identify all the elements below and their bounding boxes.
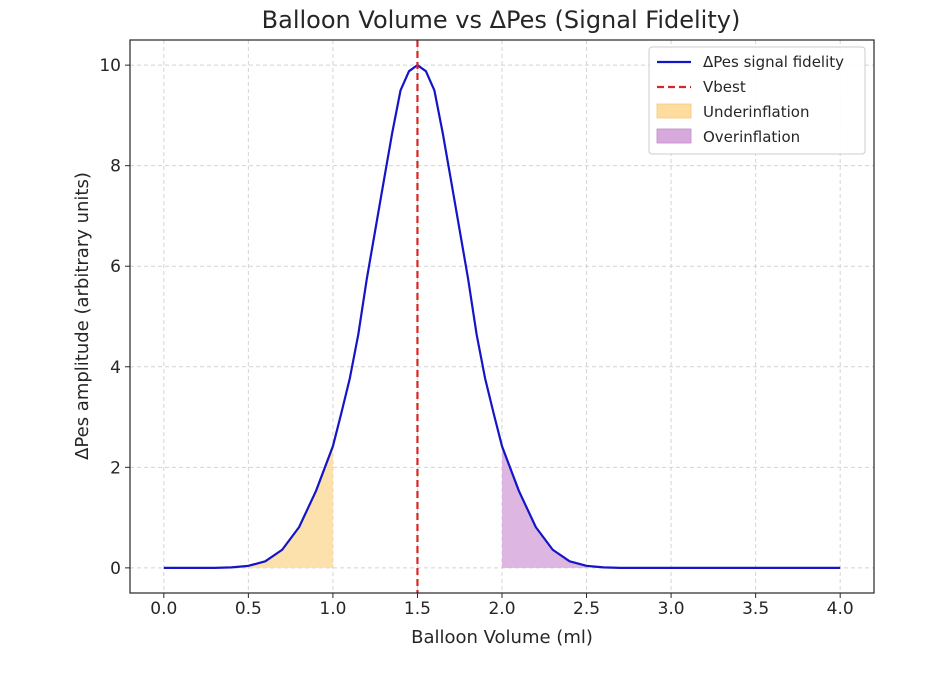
- y-tick-label-2: 4: [110, 358, 121, 378]
- x-tick-label-2: 1.0: [319, 599, 346, 619]
- underinflation-region: [248, 446, 333, 568]
- x-tick-label-8: 4.0: [827, 599, 854, 619]
- shaded-regions: [248, 446, 587, 568]
- x-axis-label: Balloon Volume (ml): [411, 627, 593, 648]
- x-tick-label-7: 3.5: [742, 599, 769, 619]
- x-axis: 0.0 0.5 1.0 1.5 2.0 2.5 3.0 3.5 4.0: [150, 593, 854, 619]
- chart-title: Balloon Volume vs ΔPes (Signal Fidelity): [262, 6, 741, 34]
- y-tick-label-3: 6: [110, 257, 121, 277]
- y-tick-label-0: 0: [110, 559, 121, 579]
- y-axis-label: ΔPes amplitude (arbitrary units): [72, 172, 93, 460]
- legend-label-fidelity: ΔPes signal fidelity: [703, 53, 844, 71]
- legend-label-overinflation: Overinflation: [703, 128, 800, 146]
- y-tick-label-4: 8: [110, 157, 121, 177]
- x-tick-label-4: 2.0: [488, 599, 515, 619]
- y-tick-label-5: 10: [99, 56, 121, 76]
- x-tick-label-1: 0.5: [235, 599, 262, 619]
- x-tick-label-5: 2.5: [573, 599, 600, 619]
- x-tick-label-0: 0.0: [150, 599, 177, 619]
- legend-swatch-underinflation: [656, 103, 692, 119]
- legend-label-underinflation: Underinflation: [703, 103, 809, 121]
- legend-box: [648, 46, 866, 155]
- x-tick-label-6: 3.0: [658, 599, 685, 619]
- y-tick-label-1: 2: [110, 458, 121, 478]
- fidelity-curve: [163, 64, 841, 569]
- y-axis: 0 2 4 6 8 10: [99, 56, 130, 579]
- legend: ΔPes signal fidelity Vbest Underinflatio…: [648, 46, 866, 155]
- overinflation-region: [502, 446, 587, 568]
- x-tick-label-3: 1.5: [404, 599, 431, 619]
- legend-swatch-overinflation: [656, 128, 692, 144]
- legend-label-vbest: Vbest: [703, 78, 746, 96]
- plot-lines: [163, 40, 841, 593]
